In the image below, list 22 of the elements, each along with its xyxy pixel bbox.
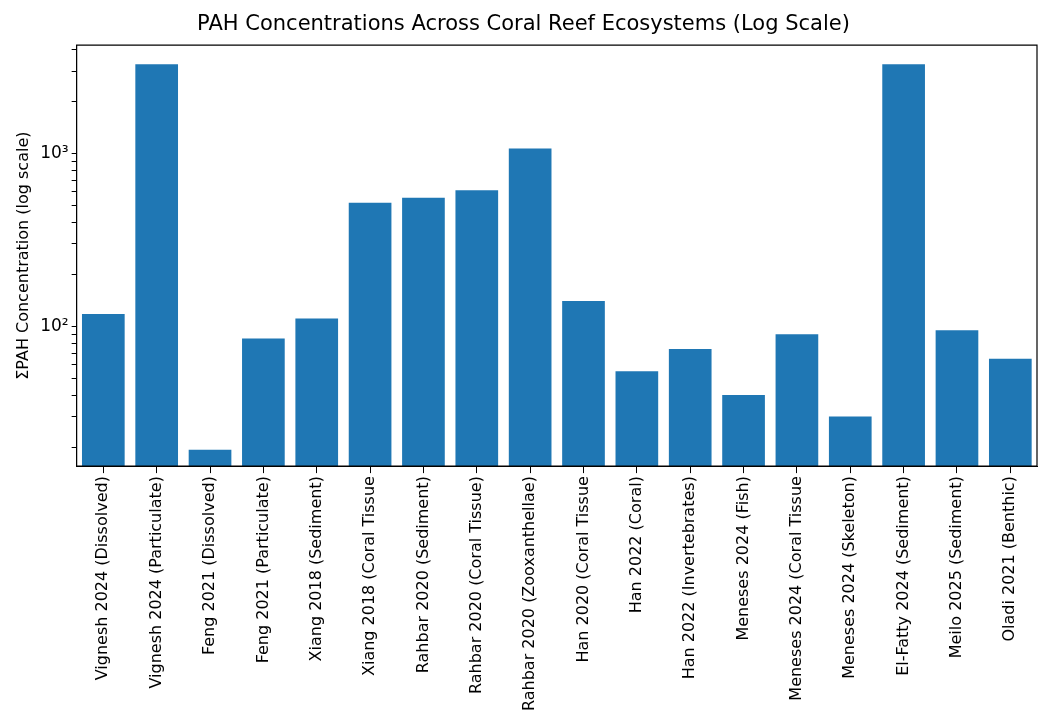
x-tick-label: Oladi 2021 (Benthic) [999, 476, 1019, 642]
x-tick-label: Han 2022 (Invertebrates) [679, 476, 699, 680]
x-tick-label: Meneses 2024 (Fish) [732, 476, 752, 641]
x-tick-label: El-Fatty 2024 (Sediment) [892, 476, 912, 676]
x-tick-label: Vignesh 2024 (Particulate) [145, 476, 165, 689]
x-tick-label: Feng 2021 (Particulate) [252, 476, 272, 664]
x-tick-label: Han 2020 (Coral Tissue [572, 476, 592, 663]
x-tick-label: Meneses 2024 (Coral Tissue [786, 476, 806, 701]
x-tick-label: Rahbar 2020 (Zooxanthellae) [519, 476, 539, 712]
x-tick-label: Rahbar 2020 (Coral Tissue) [465, 476, 485, 695]
x-tick-label: Xiang 2018 (Coral Tissue [359, 476, 379, 677]
y-tick-label: 10³ [40, 142, 69, 163]
chart-title: PAH Concentrations Across Coral Reef Ecosystems (Log Scale) [197, 11, 850, 36]
y-tick-label: 10² [40, 314, 69, 335]
x-tick-label: Meneses 2024 (Skeleton) [839, 476, 859, 679]
y-axis-title: ΣPAH Concentration (log scale) [12, 131, 32, 380]
x-tick-label: Meilo 2025 (Sediment) [946, 476, 966, 659]
x-tick-label: Vignesh 2024 (Dissolved) [92, 476, 112, 681]
x-tick-label: Xiang 2018 (Sediment) [305, 476, 325, 662]
x-tick-label: Han 2022 (Coral) [626, 476, 646, 614]
x-tick-label: Rahbar 2020 (Sediment) [412, 476, 432, 674]
x-tick-label: Feng 2021 (Dissolved) [199, 476, 219, 656]
